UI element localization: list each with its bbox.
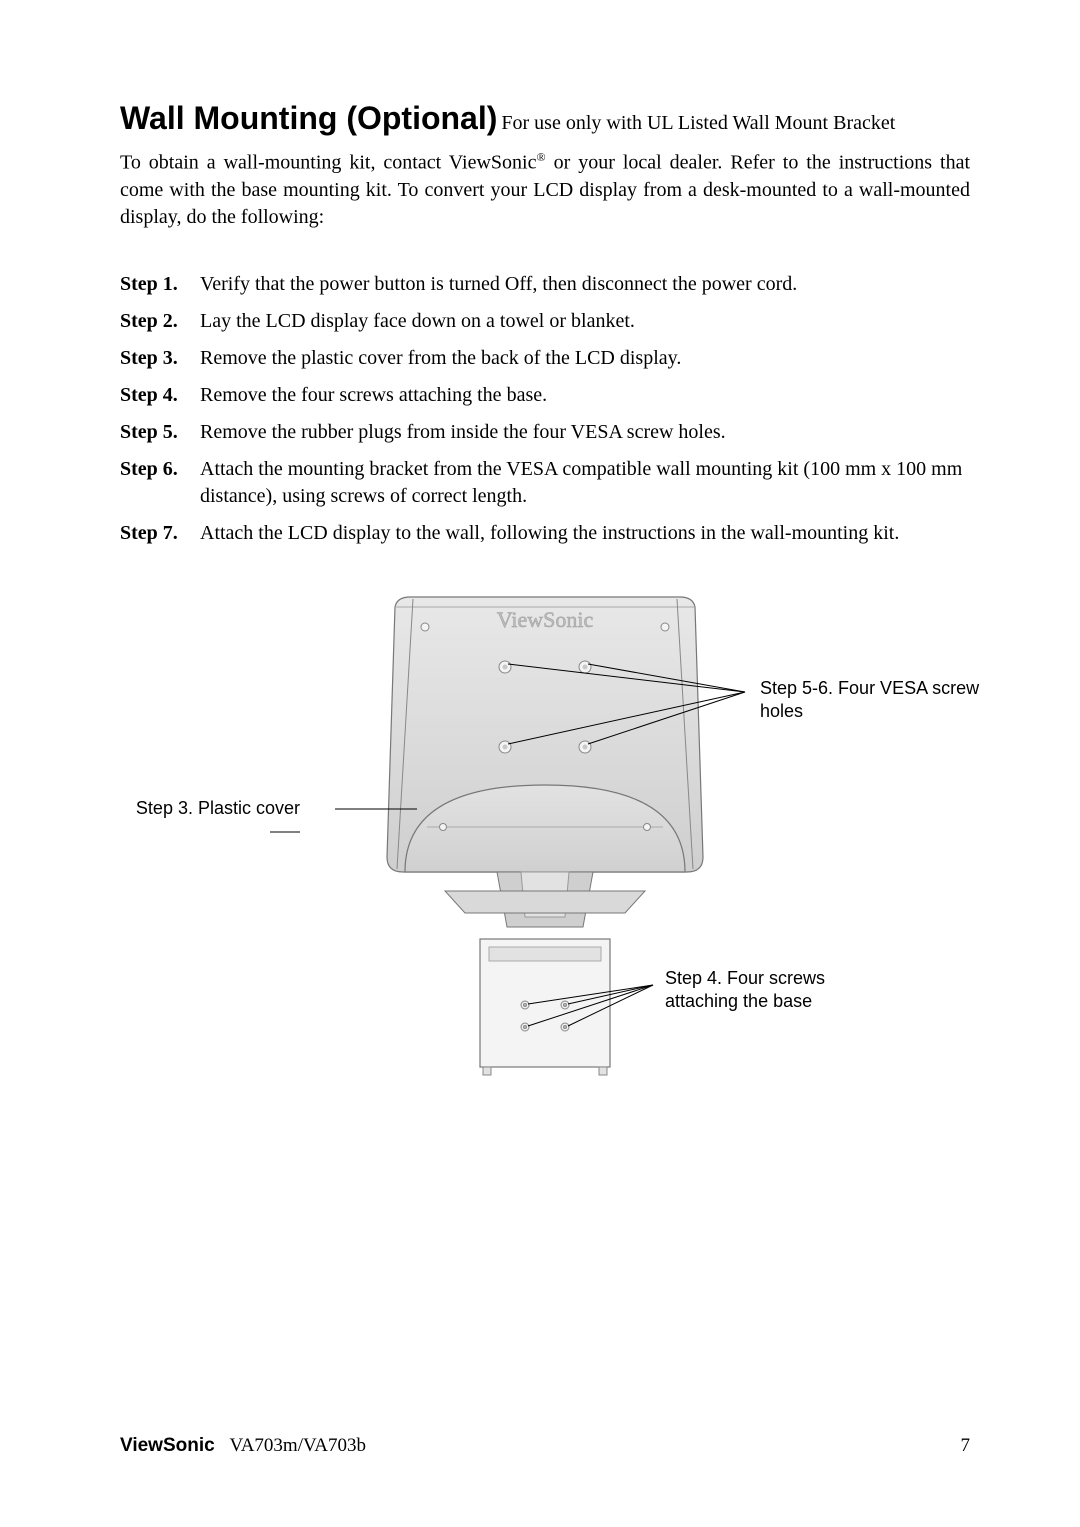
step-item: Step 7. Attach the LCD display to the wa… — [120, 520, 970, 547]
step-item: Step 5. Remove the rubber plugs from ins… — [120, 419, 970, 446]
footer-page-number: 7 — [961, 1435, 971, 1457]
heading-sub: For use only with UL Listed Wall Mount B… — [501, 112, 895, 134]
steps-list: Step 1. Verify that the power button is … — [120, 271, 970, 547]
step-label: Step 7. — [120, 520, 200, 547]
step-label: Step 6. — [120, 456, 200, 510]
callout-vesa-holes: Step 5-6. Four VESA screw holes — [760, 677, 980, 724]
step-text: Remove the four screws attaching the bas… — [200, 382, 970, 409]
viewsonic-logo-icon: ViewSonic — [497, 607, 594, 632]
callout-leader-line — [270, 829, 300, 835]
step-label: Step 3. — [120, 345, 200, 372]
footer-brand: ViewSonic — [120, 1435, 215, 1456]
monitor-neck-icon — [445, 872, 645, 927]
monitor-base-icon — [480, 939, 610, 1075]
step-text: Lay the LCD display face down on a towel… — [200, 308, 970, 335]
callout-text: Step 5-6. Four VESA screw holes — [760, 678, 979, 721]
step-item: Step 3. Remove the plastic cover from th… — [120, 345, 970, 372]
step-text: Remove the plastic cover from the back o… — [200, 345, 970, 372]
step-item: Step 4. Remove the four screws attaching… — [120, 382, 970, 409]
step-label: Step 4. — [120, 382, 200, 409]
step-text: Attach the LCD display to the wall, foll… — [200, 520, 970, 547]
page-heading: Wall Mounting (Optional) For use only wi… — [120, 100, 970, 137]
step-label: Step 1. — [120, 271, 200, 298]
step-text: Attach the mounting bracket from the VES… — [200, 456, 970, 510]
step-item: Step 1. Verify that the power button is … — [120, 271, 970, 298]
step-text: Verify that the power button is turned O… — [200, 271, 970, 298]
registered-mark: ® — [536, 150, 545, 164]
step-label: Step 5. — [120, 419, 200, 446]
intro-paragraph: To obtain a wall-mounting kit, contact V… — [120, 149, 970, 231]
step-text: Remove the rubber plugs from inside the … — [200, 419, 970, 446]
step-item: Step 2. Lay the LCD display face down on… — [120, 308, 970, 335]
intro-pre: To obtain a wall-mounting kit, contact V… — [120, 152, 536, 174]
footer-model: VA703m/VA703b — [229, 1435, 366, 1456]
heading-main: Wall Mounting (Optional) — [120, 100, 497, 136]
callout-plastic-cover: Step 3. Plastic cover — [120, 797, 300, 844]
monitor-diagram: ViewSonic — [325, 587, 765, 1087]
page-footer: ViewSonic VA703m/VA703b 7 — [120, 1435, 970, 1457]
step-item: Step 6. Attach the mounting bracket from… — [120, 456, 970, 510]
callout-text: Step 3. Plastic cover — [136, 798, 300, 818]
footer-left: ViewSonic VA703m/VA703b — [120, 1435, 366, 1457]
figure-area: Step 3. Plastic cover Step 5-6. Four VES… — [120, 587, 970, 1087]
step-label: Step 2. — [120, 308, 200, 335]
